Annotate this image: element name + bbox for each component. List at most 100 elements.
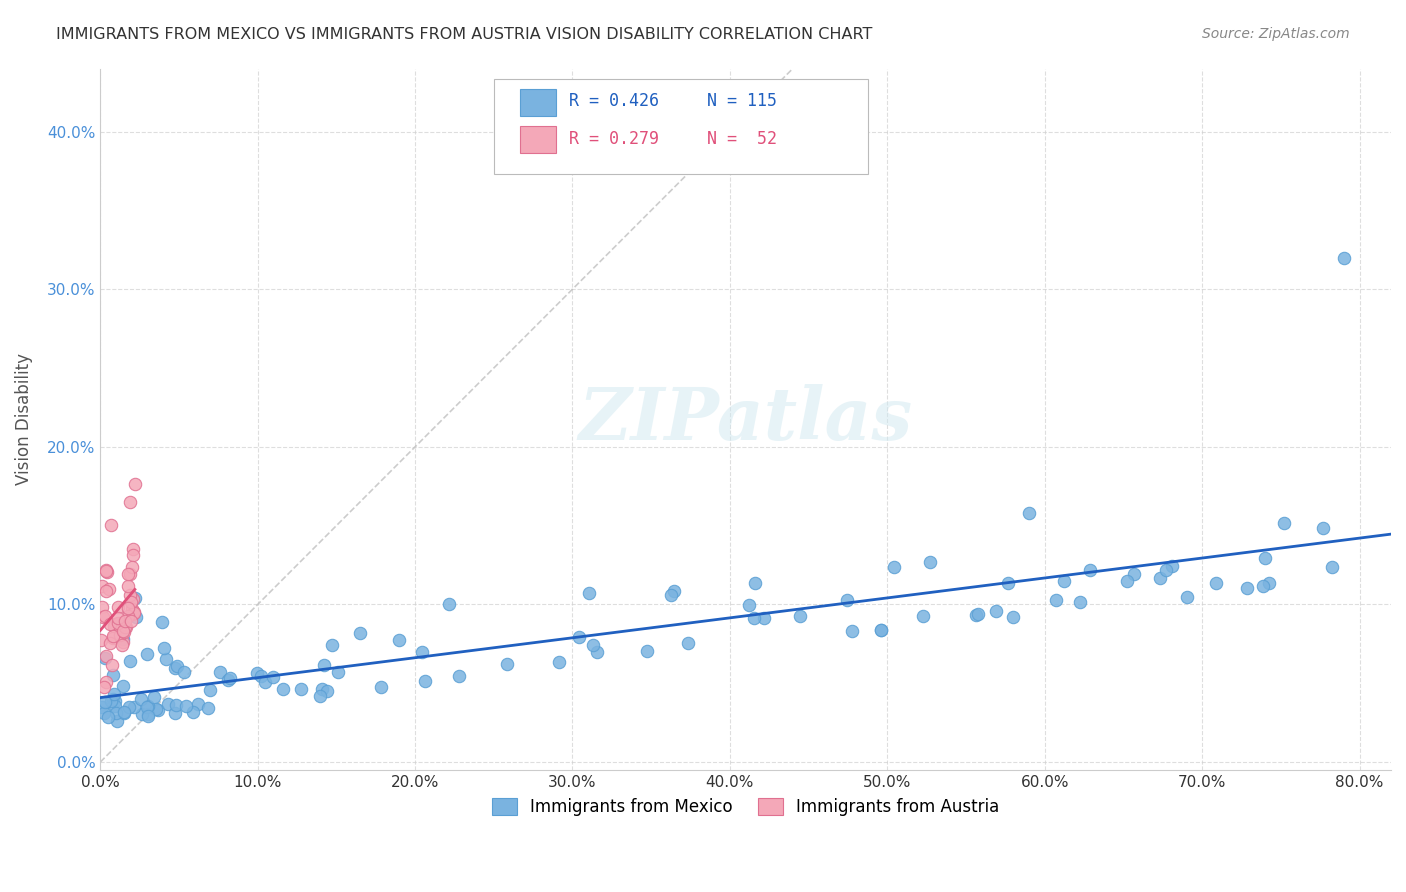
Immigrants from Austria bbox=[120, 495, 142, 509]
Immigrants from Austria bbox=[118, 567, 141, 582]
Immigrants from Mexico bbox=[869, 623, 891, 637]
Immigrants from Austria bbox=[107, 611, 129, 625]
Immigrants from Mexico bbox=[447, 669, 470, 683]
Immigrants from Mexico bbox=[1320, 559, 1343, 574]
Immigrants from Mexico bbox=[883, 559, 905, 574]
Immigrants from Mexico bbox=[124, 591, 146, 606]
Immigrants from Mexico bbox=[1154, 563, 1177, 577]
Immigrants from Mexico bbox=[173, 665, 195, 680]
Immigrants from Mexico bbox=[112, 706, 135, 720]
Immigrants from Mexico bbox=[837, 593, 859, 607]
Immigrants from Mexico bbox=[841, 624, 863, 639]
Immigrants from Mexico bbox=[103, 688, 125, 702]
Immigrants from Mexico bbox=[1116, 574, 1139, 588]
Immigrants from Mexico bbox=[181, 705, 204, 719]
Immigrants from Mexico bbox=[920, 555, 942, 569]
Immigrants from Austria bbox=[96, 565, 118, 579]
Immigrants from Mexico bbox=[104, 698, 127, 713]
Text: R = 0.279: R = 0.279 bbox=[569, 129, 659, 148]
Immigrants from Mexico bbox=[1069, 595, 1091, 609]
Immigrants from Mexico bbox=[1053, 574, 1076, 589]
Immigrants from Austria bbox=[107, 615, 129, 630]
Immigrants from Mexico bbox=[1123, 566, 1146, 581]
Immigrants from Mexico bbox=[135, 700, 157, 714]
Immigrants from Mexico bbox=[118, 654, 141, 668]
Immigrants from Mexico bbox=[112, 679, 135, 693]
Immigrants from Austria bbox=[117, 567, 139, 582]
Immigrants from Austria bbox=[91, 579, 114, 593]
Immigrants from Mexico bbox=[1160, 558, 1182, 573]
Immigrants from Austria bbox=[121, 602, 143, 616]
Immigrants from Mexico bbox=[143, 690, 166, 705]
Immigrants from Mexico bbox=[1175, 591, 1198, 605]
Immigrants from Mexico bbox=[104, 706, 127, 720]
Immigrants from Mexico bbox=[986, 604, 1008, 618]
Immigrants from Mexico bbox=[1254, 550, 1277, 565]
Immigrants from Mexico bbox=[187, 697, 209, 711]
Immigrants from Mexico bbox=[1253, 579, 1275, 593]
Immigrants from Mexico bbox=[568, 630, 591, 644]
Immigrants from Mexico bbox=[93, 706, 115, 720]
Immigrants from Austria bbox=[111, 635, 134, 649]
Immigrants from Mexico bbox=[262, 670, 284, 684]
Immigrants from Mexico bbox=[138, 699, 160, 714]
Text: N =  52: N = 52 bbox=[707, 129, 778, 148]
Immigrants from Mexico bbox=[208, 665, 231, 679]
Immigrants from Mexico bbox=[246, 666, 269, 681]
Immigrants from Mexico bbox=[315, 683, 337, 698]
Immigrants from Mexico bbox=[548, 655, 571, 669]
Immigrants from Mexico bbox=[742, 611, 765, 625]
Immigrants from Mexico bbox=[163, 706, 186, 720]
Immigrants from Austria bbox=[122, 607, 145, 621]
Immigrants from Mexico bbox=[664, 584, 686, 599]
Immigrants from Mexico bbox=[578, 586, 600, 600]
Immigrants from Austria bbox=[114, 620, 136, 634]
Immigrants from Mexico bbox=[217, 673, 239, 687]
Immigrants from Mexico bbox=[219, 671, 242, 685]
Immigrants from Mexico bbox=[582, 638, 605, 652]
Immigrants from Mexico bbox=[165, 661, 187, 675]
Immigrants from Mexico bbox=[1236, 581, 1258, 595]
Immigrants from Mexico bbox=[1272, 516, 1295, 531]
Immigrants from Austria bbox=[117, 601, 139, 615]
Immigrants from Mexico bbox=[131, 707, 153, 722]
Immigrants from Austria bbox=[111, 624, 134, 639]
Immigrants from Austria bbox=[91, 609, 114, 624]
Immigrants from Austria bbox=[117, 608, 139, 623]
Text: N = 115: N = 115 bbox=[707, 93, 778, 111]
Immigrants from Mexico bbox=[744, 575, 766, 590]
FancyBboxPatch shape bbox=[494, 79, 869, 174]
Immigrants from Austria bbox=[118, 588, 141, 602]
Immigrants from Mexico bbox=[1258, 576, 1281, 591]
Immigrants from Mexico bbox=[103, 694, 125, 708]
Immigrants from Mexico bbox=[326, 665, 349, 680]
Immigrants from Austria bbox=[120, 615, 142, 629]
Immigrants from Mexico bbox=[150, 615, 173, 630]
Immigrants from Austria bbox=[101, 657, 124, 672]
Immigrants from Mexico bbox=[153, 640, 176, 655]
Immigrants from Mexico bbox=[1333, 251, 1355, 265]
Immigrants from Mexico bbox=[101, 692, 124, 706]
Immigrants from Mexico bbox=[388, 633, 411, 648]
Immigrants from Mexico bbox=[145, 702, 167, 716]
Immigrants from Mexico bbox=[870, 624, 893, 638]
Immigrants from Austria bbox=[94, 563, 117, 577]
Immigrants from Austria bbox=[121, 549, 143, 563]
Immigrants from Austria bbox=[94, 608, 117, 623]
Immigrants from Austria bbox=[107, 600, 129, 615]
Immigrants from Austria bbox=[100, 636, 122, 650]
Immigrants from Mexico bbox=[752, 611, 775, 625]
Immigrants from Austria bbox=[117, 579, 139, 593]
Immigrants from Mexico bbox=[166, 658, 188, 673]
Immigrants from Mexico bbox=[157, 697, 180, 711]
Immigrants from Austria bbox=[120, 595, 142, 609]
Immigrants from Mexico bbox=[197, 700, 219, 714]
Immigrants from Mexico bbox=[1045, 592, 1067, 607]
Text: IMMIGRANTS FROM MEXICO VS IMMIGRANTS FROM AUSTRIA VISION DISABILITY CORRELATION : IMMIGRANTS FROM MEXICO VS IMMIGRANTS FRO… bbox=[56, 27, 873, 42]
Immigrants from Austria bbox=[96, 675, 118, 690]
Immigrants from Austria bbox=[112, 624, 135, 639]
Immigrants from Mexico bbox=[311, 682, 333, 697]
Immigrants from Mexico bbox=[112, 705, 135, 719]
Immigrants from Austria bbox=[114, 614, 136, 628]
Immigrants from Mexico bbox=[94, 695, 117, 709]
